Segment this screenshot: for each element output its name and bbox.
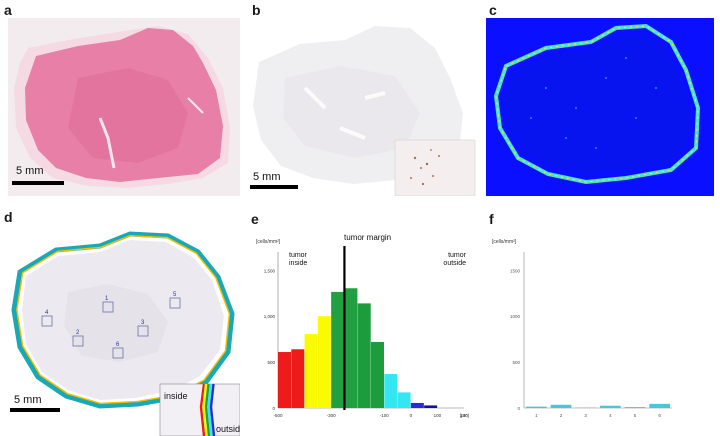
margin-inset: inside outside <box>159 383 240 436</box>
inset-inside-label: inside <box>164 391 188 401</box>
roi-box-1 <box>102 301 114 313</box>
e-ytick-label: 1,500 <box>264 268 276 273</box>
f-xtick-label: 5 <box>634 413 637 418</box>
f-xtick-label: 6 <box>658 413 661 418</box>
e-title: tumor margin <box>344 233 392 242</box>
e-bar <box>357 303 371 408</box>
e-xlabel: [μm] <box>460 413 469 418</box>
roi-box-2 <box>72 335 84 347</box>
roi-label-4: 4 <box>45 310 49 316</box>
roi-label-2: 2 <box>76 330 80 336</box>
f-bar <box>624 407 646 408</box>
e-zone-inside: tumor inside <box>289 252 308 267</box>
e-xtick-label: -300 <box>327 413 337 418</box>
scale-bar-d <box>10 408 60 412</box>
roi-box-4 <box>41 315 53 327</box>
f-xtick-label: 2 <box>560 413 563 418</box>
scale-label-d: 5 mm <box>14 394 42 406</box>
he-stain-image <box>8 18 240 196</box>
f-xtick-label: 1 <box>535 413 538 418</box>
roi-box-5 <box>169 297 181 309</box>
e-bar <box>397 392 411 408</box>
f-ytick-label: 1500 <box>510 268 521 273</box>
roi-label-1: 1 <box>105 296 109 302</box>
e-bar <box>291 349 305 408</box>
roi-label-5: 5 <box>173 292 177 298</box>
e-bar <box>344 288 358 408</box>
f-ytick-label: 1000 <box>510 314 521 319</box>
f-ytick-label: 500 <box>512 360 520 365</box>
e-bar <box>331 291 345 408</box>
panel-letter-c: c <box>489 2 497 18</box>
f-bar <box>649 403 671 408</box>
scale-label-a: 5 mm <box>16 165 44 177</box>
roi-label-3: 3 <box>141 320 145 326</box>
margin-histogram: 0 500 1,000 1,500 -500 -300 -100 0 100 200[μm] <box>264 246 469 418</box>
panel-letter-f: f <box>489 211 494 227</box>
e-xtick-label: 0 <box>410 413 413 418</box>
e-xtick-label: -100 <box>380 413 390 418</box>
e-ytick-label: 1,000 <box>264 314 276 319</box>
panel-letter-e: e <box>251 211 259 227</box>
roi-box-6 <box>112 347 124 359</box>
e-ytick-label: 0 <box>272 406 275 411</box>
scale-label-b: 5 mm <box>253 171 281 183</box>
inset-outside-label: outside <box>216 424 240 434</box>
f-xtick-label: 3 <box>584 413 587 418</box>
region-bar-chart: 0 500 1000 1500 1 2 3 4 5 6 <box>510 252 672 418</box>
e-bar <box>278 352 291 408</box>
f-xtick-label: 4 <box>609 413 612 418</box>
e-xtick-label: 200 <box>460 413 468 418</box>
e-bar <box>371 341 384 408</box>
f-ylabel: [cells/mm²] <box>492 239 517 245</box>
e-bar <box>410 402 424 408</box>
roi-label-6: 6 <box>116 342 120 348</box>
e-xtick-label: 100 <box>434 413 442 418</box>
f-bar <box>550 404 572 408</box>
ihc-stain-image <box>245 18 477 196</box>
scale-bar-a <box>12 181 64 185</box>
f-bar <box>599 405 621 408</box>
annotated-section-image: 1 2 3 4 5 6 inside outside <box>8 222 240 436</box>
panel-letter-a: a <box>4 2 12 18</box>
roi-boxes <box>41 297 181 359</box>
e-ytick-label: 500 <box>267 360 275 365</box>
ihc-inset <box>394 139 476 196</box>
e-zone-outside: tumor outside <box>443 252 466 267</box>
density-heatmap-image <box>486 18 714 196</box>
f-bar <box>525 406 547 408</box>
e-xtick-label: -500 <box>273 413 283 418</box>
roi-box-3 <box>137 325 149 337</box>
f-ytick-label: 0 <box>517 406 520 411</box>
e-bar <box>424 405 438 408</box>
e-ylabel: [cells/mm²] <box>256 239 281 245</box>
panel-letter-d: d <box>4 209 13 225</box>
scale-bar-b <box>250 185 298 189</box>
e-bar <box>384 374 398 408</box>
panel-letter-b: b <box>252 2 261 18</box>
e-bar <box>304 334 318 408</box>
e-bar <box>317 316 331 408</box>
